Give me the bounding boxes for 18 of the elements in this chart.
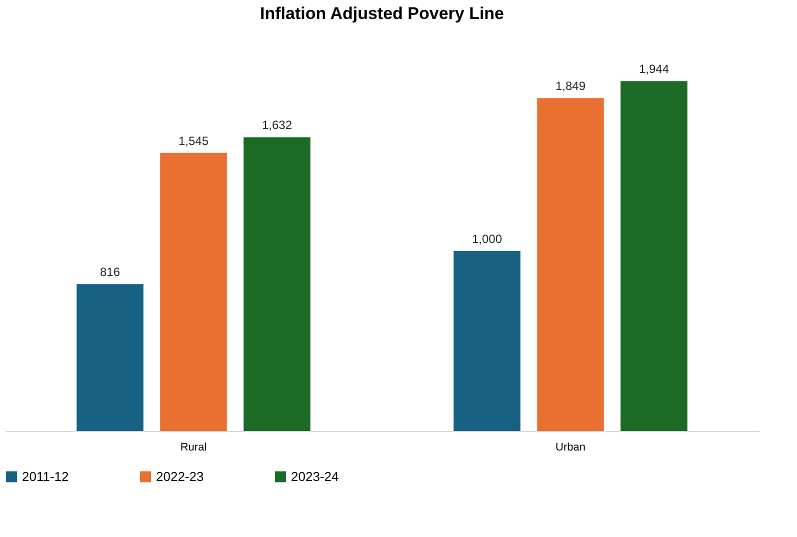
data-label: 816 <box>100 265 120 280</box>
data-label: 1,545 <box>178 134 209 148</box>
data-label: 1,944 <box>638 62 670 76</box>
bar <box>160 152 227 431</box>
legend-label: 2023-24 <box>291 468 339 484</box>
bar <box>454 251 520 431</box>
chart-title: Inflation Adjusted Povery Line <box>260 4 504 24</box>
bar <box>76 284 144 431</box>
x-tick-label: Rural <box>180 442 207 454</box>
bar <box>537 98 604 431</box>
bar <box>244 137 310 431</box>
bar <box>620 81 688 431</box>
x-tick-label: Urban <box>556 442 586 454</box>
data-label: 1,000 <box>472 232 502 246</box>
legend-label: 2011-12 <box>22 468 69 484</box>
data-label: 1,849 <box>555 79 586 94</box>
data-label: 1,632 <box>262 118 292 132</box>
legend-label: 2022-23 <box>156 468 204 484</box>
